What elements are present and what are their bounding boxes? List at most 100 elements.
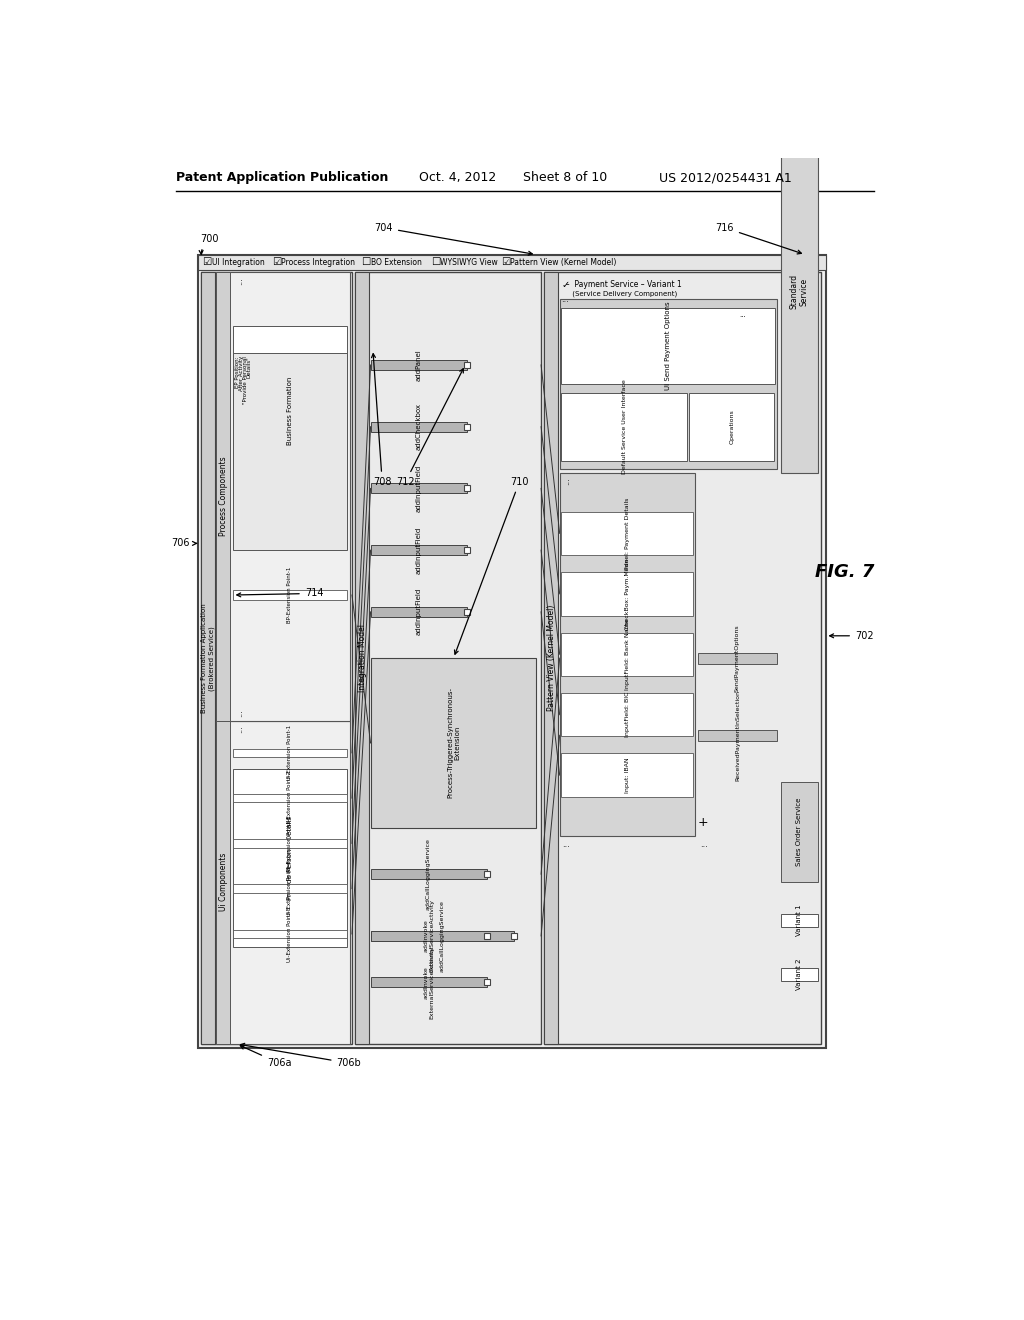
Text: (Service Delivery Component): (Service Delivery Component) [561,290,678,297]
Text: addCallLoggingService: addCallLoggingService [426,838,431,909]
Text: ...: ... [234,725,244,733]
Text: Sheet 8 of 10: Sheet 8 of 10 [523,172,607,185]
FancyBboxPatch shape [216,272,350,721]
Text: Pattern View (Kernel Model): Pattern View (Kernel Model) [547,605,556,711]
FancyBboxPatch shape [371,421,467,432]
Text: ReceivedPaymentInSelection: ReceivedPaymentInSelection [735,690,740,781]
Text: ...: ... [562,477,571,484]
FancyBboxPatch shape [697,730,777,741]
Text: addInputField: addInputField [416,465,422,512]
Text: BP-Extension Point-1: BP-Extension Point-1 [288,566,293,623]
Text: "Provide Personal: "Provide Personal [243,356,248,404]
Text: +: + [697,817,709,829]
Text: Process-Triggered-Synchronous-
Extension: Process-Triggered-Synchronous- Extension [447,688,460,799]
Text: ✓: ✓ [561,280,569,289]
FancyBboxPatch shape [232,748,347,758]
FancyBboxPatch shape [371,931,514,941]
FancyBboxPatch shape [371,545,467,556]
FancyBboxPatch shape [483,979,489,985]
FancyBboxPatch shape [561,754,693,797]
Text: InputField: Bank Name: InputField: Bank Name [625,619,630,690]
Text: Sales Order Service: Sales Order Service [796,797,802,866]
FancyBboxPatch shape [232,884,347,892]
Text: Ui-Extension Point-3: Ui-Extension Point-3 [288,816,293,871]
FancyBboxPatch shape [561,392,687,461]
FancyBboxPatch shape [198,255,825,1048]
FancyBboxPatch shape [232,770,347,946]
Text: ...: ... [562,841,570,849]
Text: EP Position:: EP Position: [234,356,240,388]
FancyBboxPatch shape [371,483,467,494]
Text: BO Extension: BO Extension [371,257,422,267]
Text: 710: 710 [455,477,528,655]
Text: Process Integration: Process Integration [282,257,355,267]
FancyBboxPatch shape [201,272,352,1044]
FancyBboxPatch shape [232,590,347,599]
FancyBboxPatch shape [355,272,541,1044]
Text: Panel: Payment Details: Panel: Payment Details [625,498,630,570]
FancyBboxPatch shape [544,272,821,1044]
Text: 716: 716 [716,223,802,253]
FancyBboxPatch shape [355,272,369,1044]
Text: US 2012/0254431 A1: US 2012/0254431 A1 [658,172,792,185]
FancyBboxPatch shape [216,721,230,1044]
Text: Business Formation: Business Formation [287,378,293,445]
Text: Default Service User Interface: Default Service User Interface [622,379,627,474]
Text: CheckBox: Paym.Mode: CheckBox: Paym.Mode [625,558,630,630]
Text: Ui-Extension Point-1: Ui-Extension Point-1 [288,725,293,780]
Text: Operations: Operations [729,409,734,444]
Text: ☐: ☐ [431,257,440,268]
FancyBboxPatch shape [544,272,558,1044]
FancyBboxPatch shape [561,572,693,615]
Text: addInvoke
ExternalServiceActivity: addInvoke ExternalServiceActivity [423,899,434,973]
Text: WYSIWYG View: WYSIWYG View [440,257,498,267]
FancyBboxPatch shape [697,653,777,664]
FancyBboxPatch shape [216,721,350,1044]
Text: Variant 1: Variant 1 [796,904,802,936]
Text: FIG. 7: FIG. 7 [815,562,874,581]
Text: Ui Components: Ui Components [219,853,227,911]
Text: addInputField: addInputField [416,589,422,635]
Text: Details": Details" [247,356,252,378]
FancyBboxPatch shape [371,977,486,987]
Text: Input: IBAN: Input: IBAN [625,758,630,793]
FancyBboxPatch shape [780,111,818,473]
FancyBboxPatch shape [560,300,776,469]
Text: 708: 708 [372,354,391,487]
Text: addInvoke
ExternalServiceActivity: addInvoke ExternalServiceActivity [423,945,434,1019]
FancyBboxPatch shape [483,871,489,878]
FancyBboxPatch shape [232,326,347,496]
Text: InputField: BIC: InputField: BIC [625,692,630,738]
FancyBboxPatch shape [780,781,818,882]
Text: ...: ... [739,312,746,318]
Text: ...: ... [234,709,244,717]
FancyBboxPatch shape [689,392,774,461]
FancyBboxPatch shape [371,607,467,616]
FancyBboxPatch shape [464,546,470,553]
Text: SendPaymentOptions: SendPaymentOptions [735,624,740,692]
Text: addCallLoggingService: addCallLoggingService [440,900,444,972]
Text: Process Components: Process Components [219,457,227,536]
Text: Ui-Extension Point-2: Ui-Extension Point-2 [288,771,293,826]
Text: addInputField: addInputField [416,527,422,574]
Text: 706a: 706a [241,1045,292,1068]
FancyBboxPatch shape [371,869,486,879]
Text: Patent Application Publication: Patent Application Publication [176,172,388,185]
Text: ...: ... [234,277,244,285]
Text: 702: 702 [829,631,873,640]
Text: Integration Model: Integration Model [357,624,367,692]
Text: 712: 712 [396,368,463,487]
Text: 714: 714 [237,589,324,598]
FancyBboxPatch shape [464,362,470,368]
FancyBboxPatch shape [201,272,215,1044]
Text: ☐: ☐ [361,257,371,268]
Text: Variant 2: Variant 2 [796,958,802,990]
Text: Provide Personal Details: Provide Personal Details [287,816,293,900]
Text: –  Payment Service – Variant 1: – Payment Service – Variant 1 [561,280,682,289]
FancyBboxPatch shape [511,933,517,939]
Text: ...: ... [561,294,569,304]
Text: addCheckbox: addCheckbox [416,403,422,450]
FancyBboxPatch shape [232,352,347,550]
FancyBboxPatch shape [232,793,347,803]
Text: ☑: ☑ [501,257,510,268]
